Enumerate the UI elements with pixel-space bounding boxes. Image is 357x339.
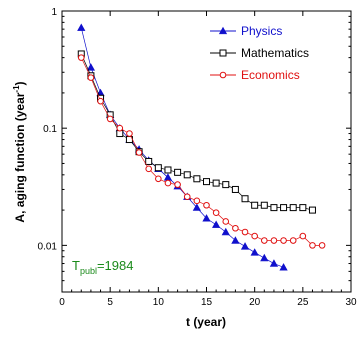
series-mathematics (77, 50, 316, 214)
data-point-economics (155, 175, 162, 183)
data-point-economics (270, 237, 278, 244)
data-point-economics (232, 224, 239, 232)
x-tick-label: 10 (153, 297, 165, 308)
series-line-physics (80, 27, 284, 268)
x-tick-label: 30 (345, 297, 357, 308)
data-point-mathematics (145, 157, 153, 165)
legend-marker-economics (219, 71, 227, 79)
data-point-economics (106, 115, 114, 123)
legend-label-mathematics: Mathematics (241, 46, 309, 60)
data-point-economics (77, 54, 85, 61)
y-tick-label: 1 (51, 7, 57, 18)
data-point-mathematics (289, 204, 297, 212)
data-point-physics (212, 220, 221, 228)
data-point-mathematics (174, 168, 182, 176)
data-point-economics (212, 209, 220, 217)
data-point-physics (77, 23, 86, 31)
data-point-economics (97, 97, 104, 105)
data-point-economics (222, 218, 230, 225)
data-point-economics (126, 130, 133, 137)
data-point-economics (164, 179, 172, 187)
data-point-mathematics (251, 201, 259, 209)
data-point-economics (116, 124, 124, 132)
data-point-economics (203, 201, 210, 209)
x-tick-label: 5 (107, 297, 113, 308)
data-point-economics (280, 237, 287, 244)
data-point-physics (279, 263, 288, 271)
data-point-economics (241, 228, 249, 236)
data-point-physics (240, 242, 250, 250)
x-axis-label: t (year) (186, 315, 226, 329)
data-point-economics (318, 242, 326, 249)
data-point-mathematics (231, 185, 239, 193)
data-point-economics (261, 237, 268, 244)
data-point-economics (135, 149, 143, 156)
series-economics (77, 54, 326, 249)
data-point-physics (250, 248, 259, 256)
data-point-mathematics (260, 201, 268, 209)
data-point-mathematics (270, 204, 278, 212)
data-point-physics (260, 253, 269, 262)
data-point-mathematics (212, 179, 220, 187)
data-point-mathematics (241, 195, 249, 203)
series-line-economics (80, 57, 323, 246)
legend-label-economics: Economics (241, 68, 300, 82)
legend-marker-mathematics (219, 49, 227, 57)
data-point-physics (231, 236, 240, 244)
x-tick-label: 20 (249, 297, 261, 308)
data-point-mathematics (299, 204, 307, 212)
data-point-economics (289, 237, 297, 244)
data-point-mathematics (308, 206, 316, 214)
legend-marker-physics (218, 26, 228, 35)
y-tick-label: 0.01 (38, 241, 58, 252)
data-point-economics (251, 232, 258, 240)
data-point-physics (269, 259, 279, 267)
data-point-economics (299, 232, 307, 240)
legend: Physics Mathematics Economics (210, 24, 309, 82)
data-point-economics (193, 197, 201, 205)
x-tick-label: 15 (201, 297, 213, 308)
data-point-mathematics (164, 166, 172, 174)
axis-ticks: 0 5 10 15 20 25 30 0.01 0.1 1 (38, 7, 357, 308)
x-tick-label: 25 (297, 297, 309, 308)
data-point-physics (202, 214, 211, 222)
data-point-physics (192, 203, 201, 211)
publication-year-annotation: Tpubl=1984 (72, 258, 133, 276)
data-point-mathematics (222, 181, 230, 189)
data-point-physics (221, 227, 230, 236)
data-point-economics (87, 74, 95, 81)
data-point-mathematics (280, 204, 288, 212)
x-tick-label: 0 (59, 297, 65, 308)
y-axis-label: A, aging function (year-1) (12, 81, 27, 222)
data-point-mathematics (203, 178, 210, 186)
data-point-economics (174, 181, 181, 188)
legend-label-physics: Physics (241, 24, 282, 38)
data-point-physics (86, 63, 96, 71)
data-point-economics (183, 193, 191, 201)
data-point-economics (145, 165, 152, 173)
data-point-mathematics (154, 164, 162, 172)
series-layer (77, 23, 326, 271)
data-point-mathematics (193, 175, 201, 183)
y-tick-label: 0.1 (43, 124, 57, 135)
data-point-economics (309, 242, 316, 249)
data-point-mathematics (183, 171, 191, 179)
